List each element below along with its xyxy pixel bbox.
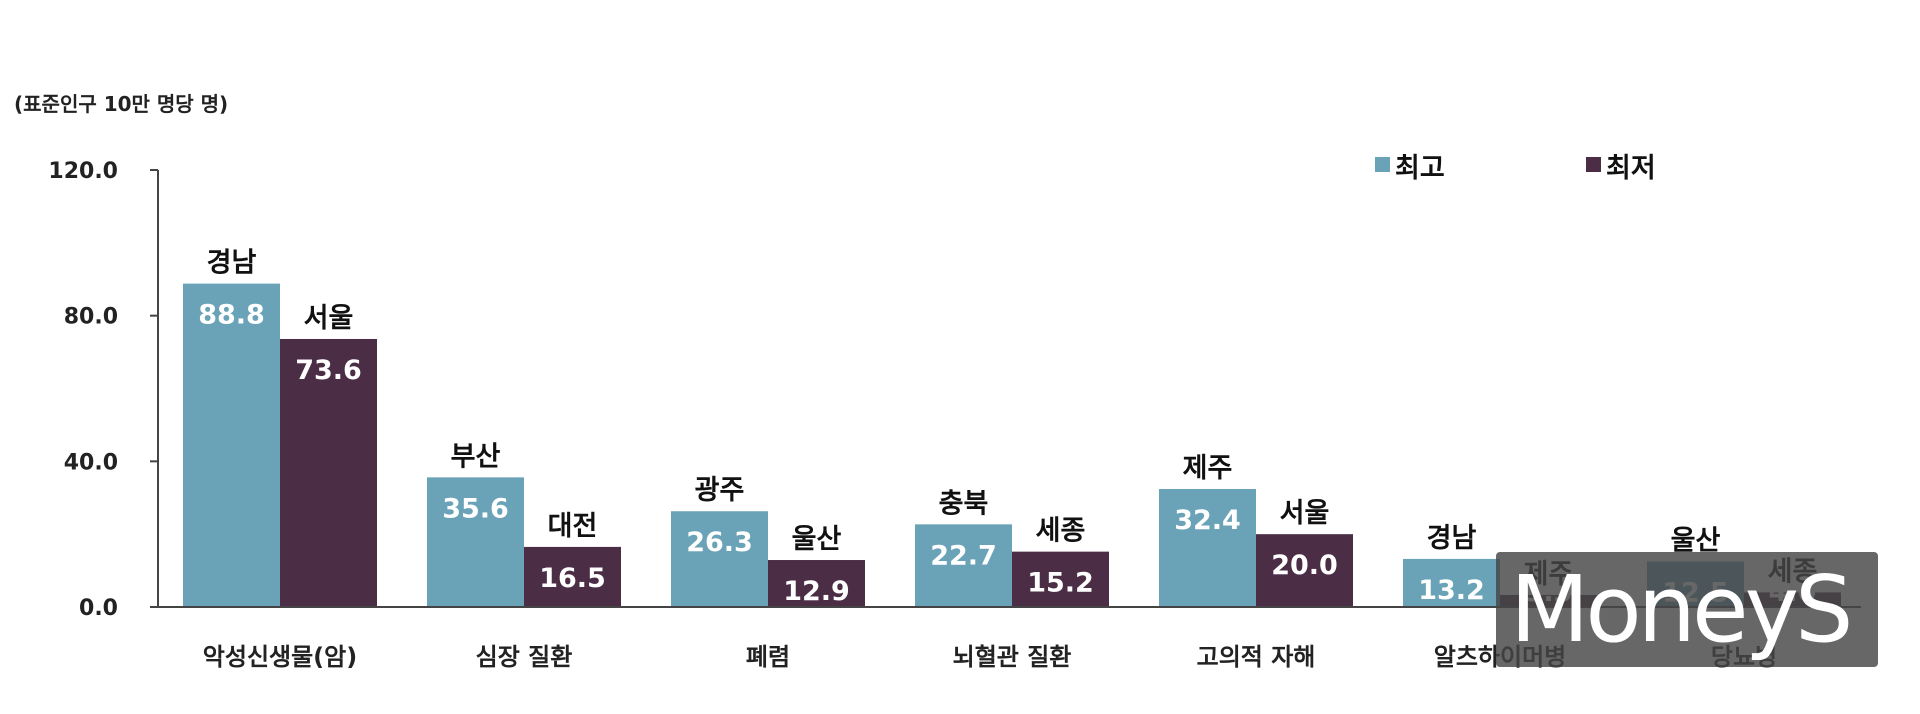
bar-high [915, 524, 1012, 607]
y-tick-label: 120.0 [48, 159, 118, 184]
bar-region-label: 서울 [1280, 498, 1330, 529]
bar-low [768, 560, 865, 607]
unit-label: (표준인구 10만 명당 명) [14, 92, 229, 116]
bar-low [1012, 551, 1109, 607]
bar-region-label: 광주 [695, 475, 745, 506]
bar-value-label: 12.9 [783, 576, 850, 607]
bar-region-label: 충북 [939, 488, 989, 519]
x-category-label: 악성신생물(암) [203, 643, 357, 671]
bar-region-label: 제주 [1183, 453, 1233, 484]
bar-region-label: 대전 [548, 511, 598, 542]
x-category-label: 뇌혈관 질환 [953, 643, 1072, 671]
bar-value-label: 32.4 [1174, 505, 1241, 536]
bar-value-label: 13.2 [1418, 575, 1485, 606]
bar-value-label: 16.5 [539, 563, 606, 594]
bar-high [1403, 558, 1500, 607]
x-category-label: 고의적 자해 [1197, 643, 1316, 671]
x-category-label: 폐렴 [746, 643, 790, 671]
watermark-text: MoneyS [1510, 556, 1853, 663]
bar-high [427, 477, 524, 607]
bar-value-label: 88.8 [198, 300, 265, 331]
bar-region-label: 서울 [304, 303, 354, 334]
bar-high [183, 283, 280, 607]
bar-value-label: 20.0 [1271, 550, 1338, 581]
bar-low [280, 338, 377, 607]
y-tick-label: 80.0 [64, 305, 118, 330]
bar-value-label: 26.3 [686, 527, 753, 558]
y-tick-label: 0.0 [79, 596, 118, 621]
bar-value-label: 22.7 [930, 540, 997, 571]
bar-region-label: 부산 [451, 441, 501, 472]
legend-swatch-low [1586, 157, 1601, 172]
watermark-logo: MoneyS [1496, 552, 1878, 667]
bar-value-label: 15.2 [1027, 568, 1094, 599]
y-tick-label: 40.0 [64, 450, 118, 475]
bar-low [524, 546, 621, 607]
legend-swatch-high [1375, 157, 1390, 172]
bar-low [1256, 534, 1353, 607]
bar-region-label: 세종 [1036, 516, 1086, 547]
legend-label-high: 최고 [1395, 153, 1445, 184]
bar-region-label: 경남 [207, 248, 257, 279]
bar-high [1159, 489, 1256, 607]
bar-region-label: 울산 [1671, 525, 1721, 556]
bar-value-label: 73.6 [295, 355, 362, 386]
bar-region-label: 경남 [1427, 523, 1477, 554]
legend-label-low: 최저 [1606, 153, 1656, 184]
bar-region-label: 울산 [792, 524, 842, 555]
bar-high [671, 511, 768, 607]
x-category-label: 심장 질환 [476, 643, 573, 671]
bar-value-label: 35.6 [442, 493, 509, 524]
